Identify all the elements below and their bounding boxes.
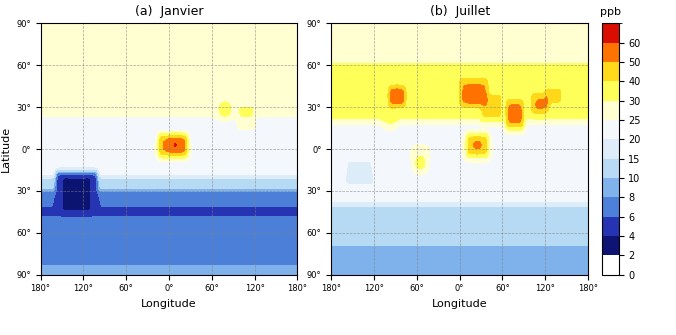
Title: (a)  Janvier: (a) Janvier [135, 5, 203, 18]
Title: (b)  Juillet: (b) Juillet [429, 5, 490, 18]
Title: ppb: ppb [600, 7, 621, 17]
X-axis label: Longitude: Longitude [432, 299, 487, 309]
X-axis label: Longitude: Longitude [141, 299, 197, 309]
Y-axis label: Latitude: Latitude [1, 126, 11, 172]
